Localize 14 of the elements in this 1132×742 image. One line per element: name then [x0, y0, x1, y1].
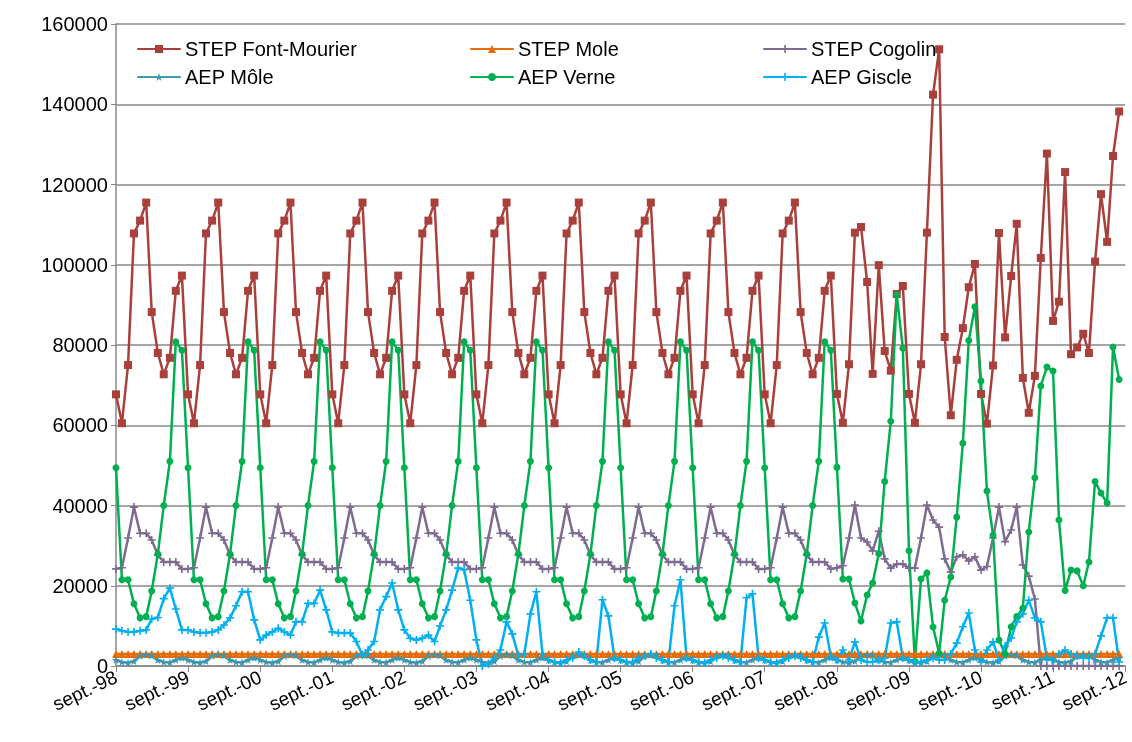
legend-label: STEP Font-Mourier — [185, 38, 358, 60]
legend-label: AEP Môle — [185, 66, 274, 88]
y-tick-label: 140000 — [41, 93, 108, 116]
y-tick-label: 160000 — [41, 13, 108, 35]
legend-label: STEP Mole — [518, 38, 619, 60]
y-tick-label: 40000 — [52, 494, 108, 517]
legend-label: AEP Verne — [518, 66, 616, 88]
legend-label: STEP Cogolin — [811, 38, 937, 60]
y-tick-label: 20000 — [52, 574, 108, 597]
y-tick-label: 60000 — [52, 414, 108, 437]
y-tick-label: 100000 — [41, 253, 108, 276]
y-tick-label: 80000 — [52, 334, 108, 356]
y-tick-label: 120000 — [41, 173, 108, 196]
legend-label: AEP Giscle — [811, 66, 912, 88]
